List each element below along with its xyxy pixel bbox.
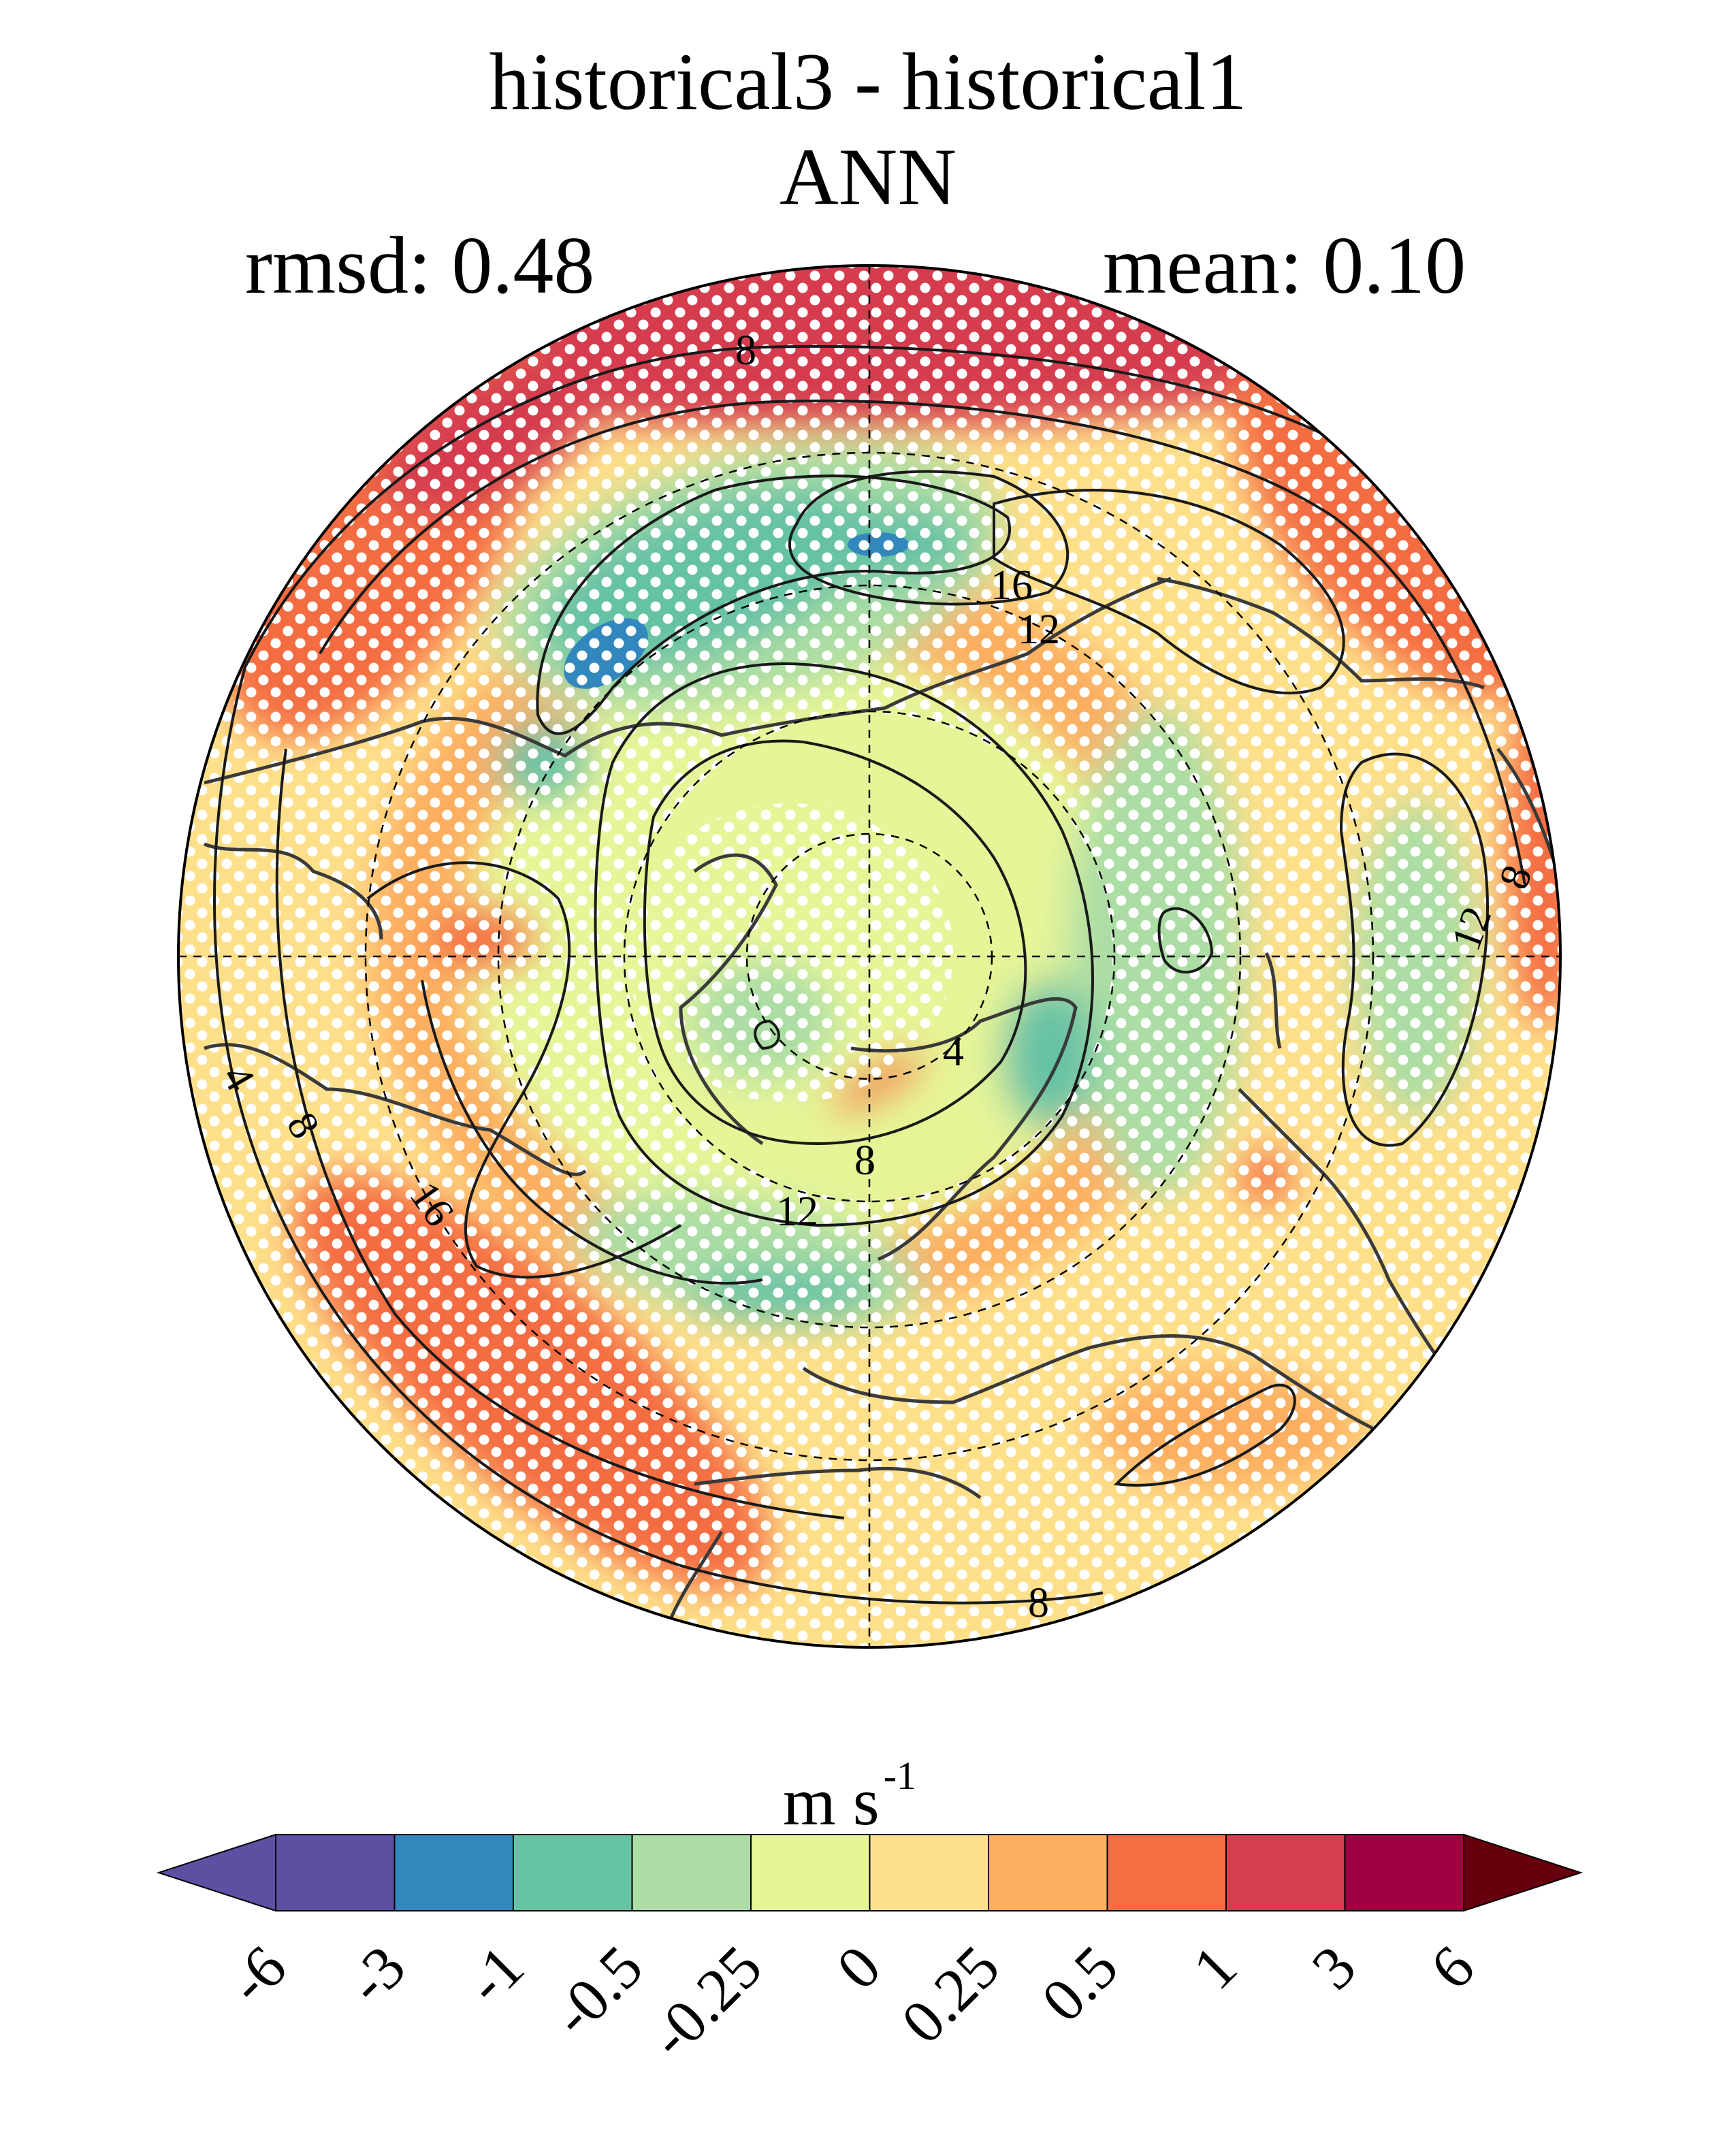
rmsd-label: rmsd: 0.48: [245, 220, 595, 310]
colorbar-tick-label: 3: [1299, 1933, 1369, 2003]
colorbar-segment: [869, 1834, 989, 1911]
polar-map: 8 16 12 4 8 12 16 8 4 12 8 8: [177, 264, 1562, 1649]
colorbar-extend-low: [156, 1833, 276, 1912]
colorbar-segment: [1225, 1834, 1346, 1911]
colorbar-tick-label: 0.25: [888, 1933, 1012, 2057]
colorbar-tick-label: -0.25: [637, 1933, 775, 2071]
colorbar-segment: [988, 1834, 1108, 1911]
contour-label: 8: [735, 327, 756, 374]
colorbar-segment: [1344, 1834, 1464, 1911]
colorbar: [156, 1833, 1584, 1912]
units-exponent: -1: [883, 1754, 917, 1798]
colorbar-extend-high: [1463, 1833, 1584, 1912]
title-line-2: ANN: [779, 131, 957, 222]
contour-label: 12: [1018, 607, 1060, 653]
map-boundary: [177, 264, 1562, 1649]
graticule: [178, 265, 1560, 1647]
colorbar-tick-label: -1: [453, 1933, 537, 2017]
colorbar-tick-label: 0.5: [1029, 1933, 1131, 2035]
contour-label: 16: [991, 562, 1033, 609]
colorbar-segment: [275, 1834, 396, 1911]
colorbar-units: m s -1: [783, 1756, 916, 1836]
colorbar-segment: [750, 1834, 871, 1911]
colorbar-tick-label: -6: [215, 1933, 300, 2017]
contour-label: 12: [776, 1189, 818, 1235]
coastlines: [204, 577, 1560, 1628]
colorbar-tick-label: 0: [824, 1933, 894, 2003]
colorbar-segment: [631, 1834, 752, 1911]
contours: [213, 344, 1554, 1604]
colorbar-segment: [513, 1834, 633, 1911]
title-line-1: historical3 - historical1: [489, 36, 1247, 127]
contour-label: 4: [943, 1029, 964, 1075]
units-main: m s: [783, 1764, 880, 1839]
colorbar-segment: [393, 1834, 514, 1911]
colorbar-tick-label: 1: [1180, 1933, 1250, 2003]
colorbar-tick-label: 6: [1417, 1933, 1488, 2003]
mean-label: mean: 0.10: [1103, 220, 1466, 310]
contour-label: 8: [1028, 1580, 1049, 1626]
contour-label: 8: [854, 1137, 875, 1184]
colorbar-tick-label: -0.5: [539, 1933, 656, 2050]
colorbar-segment: [1106, 1834, 1227, 1911]
colorbar-tick-label: -3: [334, 1933, 419, 2017]
filled-field: [178, 265, 1560, 1647]
